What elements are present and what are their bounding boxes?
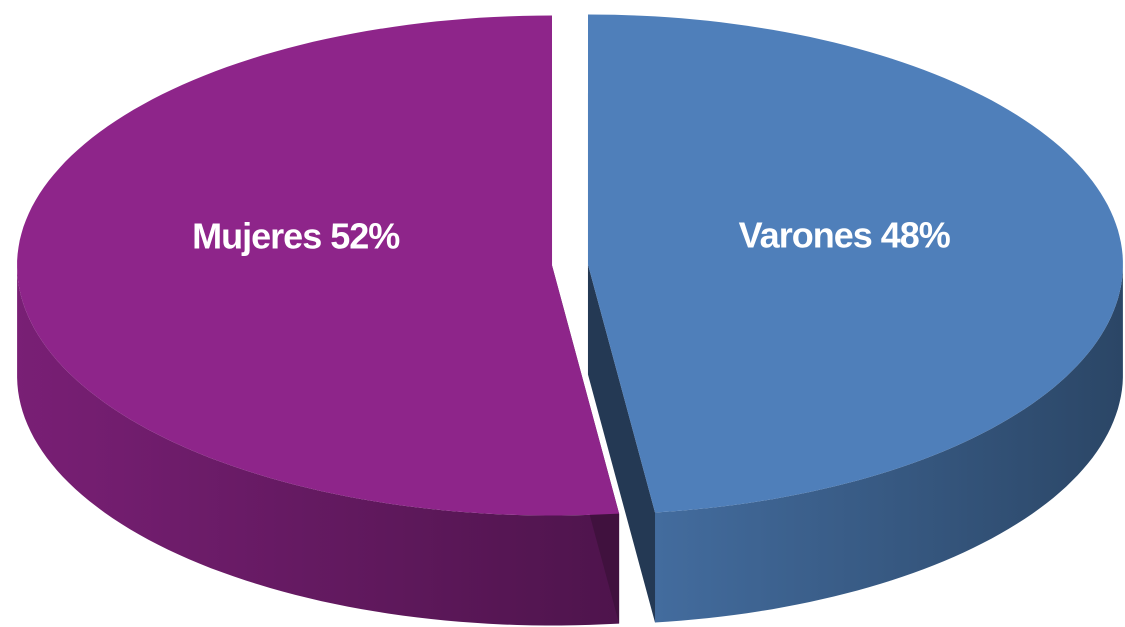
slice-side [655,267,1123,623]
labels: Mujeres 52% Varones 48% [192,214,952,256]
slice [587,14,1123,513]
category-label: Mujeres [192,215,321,256]
slice-side [17,267,620,626]
category-label: Varones [739,214,872,255]
value-label: 48% [881,214,951,255]
data-label: Varones 48% [739,214,951,255]
data-label: Mujeres 52% [192,215,400,256]
slice [17,15,620,516]
tops [17,14,1123,516]
slice-cut-face [587,264,656,623]
value-label: 52% [330,215,400,256]
